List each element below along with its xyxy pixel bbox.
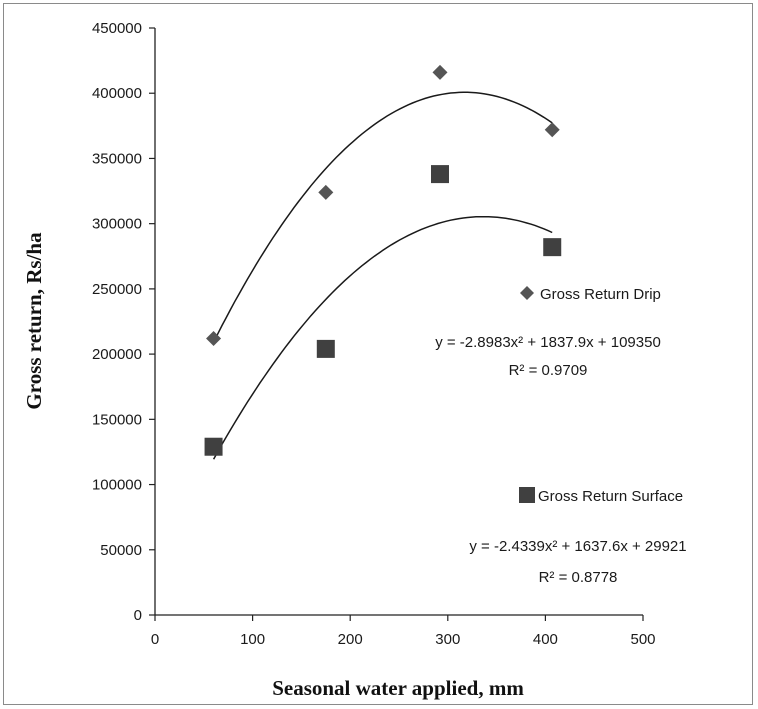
x-tick-label: 0: [151, 631, 159, 648]
legend-drip-label: Gross Return Drip: [540, 286, 661, 303]
y-tick-label: 350000: [92, 150, 142, 167]
y-tick-label: 450000: [92, 20, 142, 37]
y-tick-label: 300000: [92, 216, 142, 233]
y-tick-label: 100000: [92, 477, 142, 494]
surface-data-point: [204, 437, 223, 456]
x-axis-title: Seasonal water applied, mm: [272, 676, 524, 700]
surface-data-point: [543, 238, 562, 257]
x-tick-label: 300: [435, 631, 460, 648]
drip-r-squared: R² = 0.9709: [509, 362, 588, 379]
legend-surface-label: Gross Return Surface: [538, 488, 683, 505]
surface-equation: y = -2.4339x² + 1637.6x + 29921: [469, 538, 686, 555]
y-tick-label: 50000: [100, 542, 142, 559]
y-tick-label: 250000: [92, 281, 142, 298]
trendline-group: [212, 91, 553, 460]
drip-data-point: [318, 184, 334, 200]
y-tick-label: 150000: [92, 411, 142, 428]
surface-r-squared: R² = 0.8778: [539, 569, 618, 586]
legend-surface-square-marker: [519, 487, 535, 503]
surface-data-point: [430, 165, 449, 184]
drip-data-point: [432, 64, 448, 80]
chart-frame: [3, 3, 753, 705]
x-tick-label: 500: [630, 631, 655, 648]
drip-data-point: [544, 122, 560, 138]
legend-drip-diamond-marker: [520, 286, 534, 300]
x-tick-label: 400: [533, 631, 558, 648]
surface-data-point: [316, 339, 335, 358]
data-point-group: [204, 64, 562, 456]
x-tick-label: 100: [240, 631, 265, 648]
axes: [154, 28, 643, 616]
y-tick-group: 0 50000 100000 150000 200000 250000 300000 3500…: [92, 20, 155, 624]
y-tick-label: 400000: [92, 85, 142, 102]
legend-drip: Gross Return Drip: [520, 286, 661, 303]
x-tick-group: 0 100 200 300 400 500: [151, 615, 656, 648]
drip-equation: y = -2.8983x² + 1837.9x + 109350: [435, 334, 661, 351]
trendline-surface: [212, 215, 553, 460]
y-tick-label: 200000: [92, 346, 142, 363]
x-tick-label: 200: [338, 631, 363, 648]
y-tick-label: 0: [134, 607, 142, 624]
y-axis-title: Gross return, Rs/ha: [22, 232, 46, 410]
drip-data-point: [206, 330, 222, 346]
legend-surface: Gross Return Surface: [519, 487, 683, 505]
trendline-drip: [212, 91, 553, 343]
